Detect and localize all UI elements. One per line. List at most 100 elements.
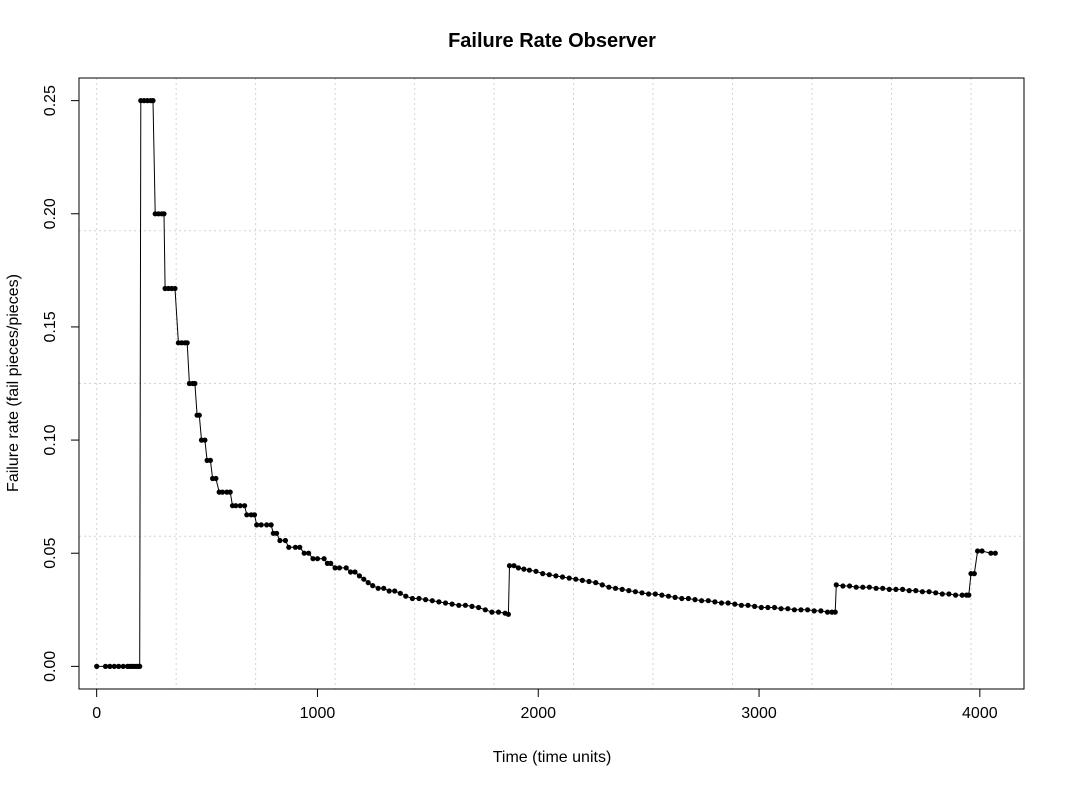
data-point bbox=[233, 503, 239, 509]
data-point bbox=[712, 599, 718, 605]
y-axis-label: Failure rate (fail pieces/pieces) bbox=[5, 274, 22, 492]
data-point bbox=[725, 600, 731, 606]
data-point bbox=[758, 604, 764, 611]
chart-title: Failure Rate Observer bbox=[448, 30, 656, 52]
data-point bbox=[866, 584, 873, 590]
data-point bbox=[392, 588, 398, 594]
data-point bbox=[639, 590, 645, 596]
data-point bbox=[397, 590, 403, 596]
data-point bbox=[207, 457, 213, 463]
data-point bbox=[699, 598, 705, 604]
data-point bbox=[107, 663, 113, 670]
data-point bbox=[386, 588, 392, 594]
data-point bbox=[672, 594, 678, 601]
data-point bbox=[906, 588, 912, 594]
data-point bbox=[423, 597, 429, 603]
x-tick-label: 4000 bbox=[962, 705, 998, 722]
data-point bbox=[506, 563, 513, 569]
data-point bbox=[939, 591, 945, 597]
data-point bbox=[332, 565, 338, 571]
data-point bbox=[840, 583, 846, 589]
x-tick-label: 1000 bbox=[300, 705, 336, 722]
data-point bbox=[798, 607, 804, 613]
data-point bbox=[286, 544, 292, 550]
data-point bbox=[314, 556, 321, 562]
data-point bbox=[297, 544, 303, 550]
data-point bbox=[692, 597, 698, 603]
data-point bbox=[476, 604, 482, 611]
data-point bbox=[102, 663, 109, 670]
data-point bbox=[833, 582, 839, 588]
data-point bbox=[886, 586, 892, 593]
data-point bbox=[306, 550, 312, 556]
data-point bbox=[559, 574, 566, 580]
data-point bbox=[900, 586, 906, 593]
y-tick-label: 0.05 bbox=[42, 538, 59, 569]
data-point bbox=[268, 522, 274, 528]
data-point bbox=[992, 550, 998, 556]
data-point bbox=[521, 566, 527, 572]
data-point bbox=[832, 609, 838, 615]
axes: 0 1000 2000 3000 4000 0.00 0.05 0.10 0.15 0.20 0.2… bbox=[42, 85, 998, 722]
data-point bbox=[847, 583, 853, 589]
data-point bbox=[573, 576, 579, 582]
data-point bbox=[161, 211, 167, 217]
data-point bbox=[824, 609, 831, 615]
x-tick-label: 3000 bbox=[741, 705, 777, 722]
data-point bbox=[873, 585, 879, 591]
data-point bbox=[321, 556, 327, 562]
data-point bbox=[953, 592, 959, 598]
data-point bbox=[184, 340, 190, 346]
data-point bbox=[456, 602, 462, 608]
data-point bbox=[274, 530, 280, 536]
data-point bbox=[462, 602, 468, 608]
x-tick-label: 0 bbox=[92, 705, 101, 722]
data-point bbox=[352, 569, 358, 575]
data-point bbox=[913, 588, 919, 594]
data-point bbox=[971, 571, 977, 577]
data-point bbox=[893, 586, 899, 593]
data-point bbox=[659, 592, 665, 598]
data-point bbox=[310, 556, 316, 562]
x-tick-label: 2000 bbox=[520, 705, 556, 722]
data-point bbox=[975, 548, 981, 554]
data-point bbox=[436, 599, 442, 605]
data-point bbox=[336, 565, 343, 571]
data-point bbox=[111, 663, 117, 670]
data-point bbox=[120, 663, 126, 670]
data-point bbox=[361, 576, 367, 582]
data-point bbox=[150, 98, 156, 104]
data-point bbox=[403, 593, 409, 599]
data-point bbox=[526, 567, 533, 573]
data-point bbox=[685, 595, 692, 602]
data-point bbox=[679, 595, 685, 602]
data-point bbox=[933, 590, 939, 596]
data-point bbox=[381, 585, 387, 591]
data-point bbox=[348, 569, 354, 575]
data-point bbox=[979, 548, 985, 554]
data-point bbox=[356, 573, 362, 579]
data-point bbox=[196, 412, 202, 418]
data-point bbox=[449, 601, 455, 607]
grid bbox=[79, 78, 1024, 689]
data-point bbox=[202, 437, 208, 443]
data-point bbox=[811, 608, 817, 614]
data-point bbox=[227, 489, 233, 495]
y-tick-label: 0.25 bbox=[42, 85, 59, 116]
data-point bbox=[966, 592, 972, 598]
data-point bbox=[365, 580, 371, 586]
data-point bbox=[94, 663, 100, 670]
y-tick-label: 0.20 bbox=[42, 198, 59, 229]
data-point bbox=[606, 584, 612, 590]
data-point bbox=[765, 604, 771, 611]
data-point bbox=[482, 607, 488, 613]
data-point bbox=[599, 582, 605, 588]
data-point bbox=[586, 578, 592, 585]
data-point bbox=[244, 512, 250, 518]
data-point bbox=[880, 585, 886, 591]
data-point bbox=[926, 589, 932, 595]
data-point bbox=[511, 563, 517, 569]
data-point bbox=[612, 585, 619, 591]
data-point bbox=[116, 663, 122, 670]
data-point bbox=[946, 591, 952, 597]
